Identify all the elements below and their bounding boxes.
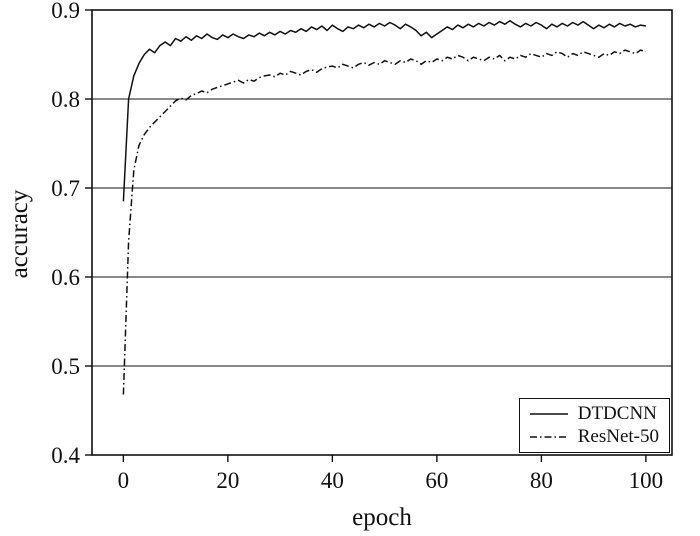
legend-label-dtdcnn: DTDCNN bbox=[577, 403, 657, 424]
svg-text:0.8: 0.8 bbox=[51, 87, 80, 112]
svg-text:0.7: 0.7 bbox=[51, 176, 80, 201]
svg-text:40: 40 bbox=[321, 468, 344, 493]
svg-text:0.9: 0.9 bbox=[51, 0, 80, 23]
svg-text:0: 0 bbox=[118, 468, 130, 493]
y-axis-label: accuracy bbox=[6, 189, 33, 279]
x-axis-label: epoch bbox=[352, 504, 412, 531]
svg-text:0.6: 0.6 bbox=[51, 265, 80, 290]
legend-entry-dtdcnn: DTDCNN bbox=[528, 403, 659, 425]
legend-entry-resnet50: ResNet-50 bbox=[528, 426, 659, 448]
svg-text:20: 20 bbox=[216, 468, 239, 493]
svg-text:0.4: 0.4 bbox=[51, 443, 80, 468]
resnet50-line-swatch bbox=[529, 436, 568, 438]
svg-text:0.5: 0.5 bbox=[51, 354, 80, 379]
svg-text:60: 60 bbox=[425, 468, 448, 493]
svg-text:80: 80 bbox=[530, 468, 553, 493]
dtdcnn-line-swatch bbox=[529, 413, 568, 415]
legend: DTDCNN ResNet-50 bbox=[518, 398, 670, 453]
svg-text:100: 100 bbox=[629, 468, 664, 493]
legend-label-resnet50: ResNet-50 bbox=[577, 426, 659, 447]
